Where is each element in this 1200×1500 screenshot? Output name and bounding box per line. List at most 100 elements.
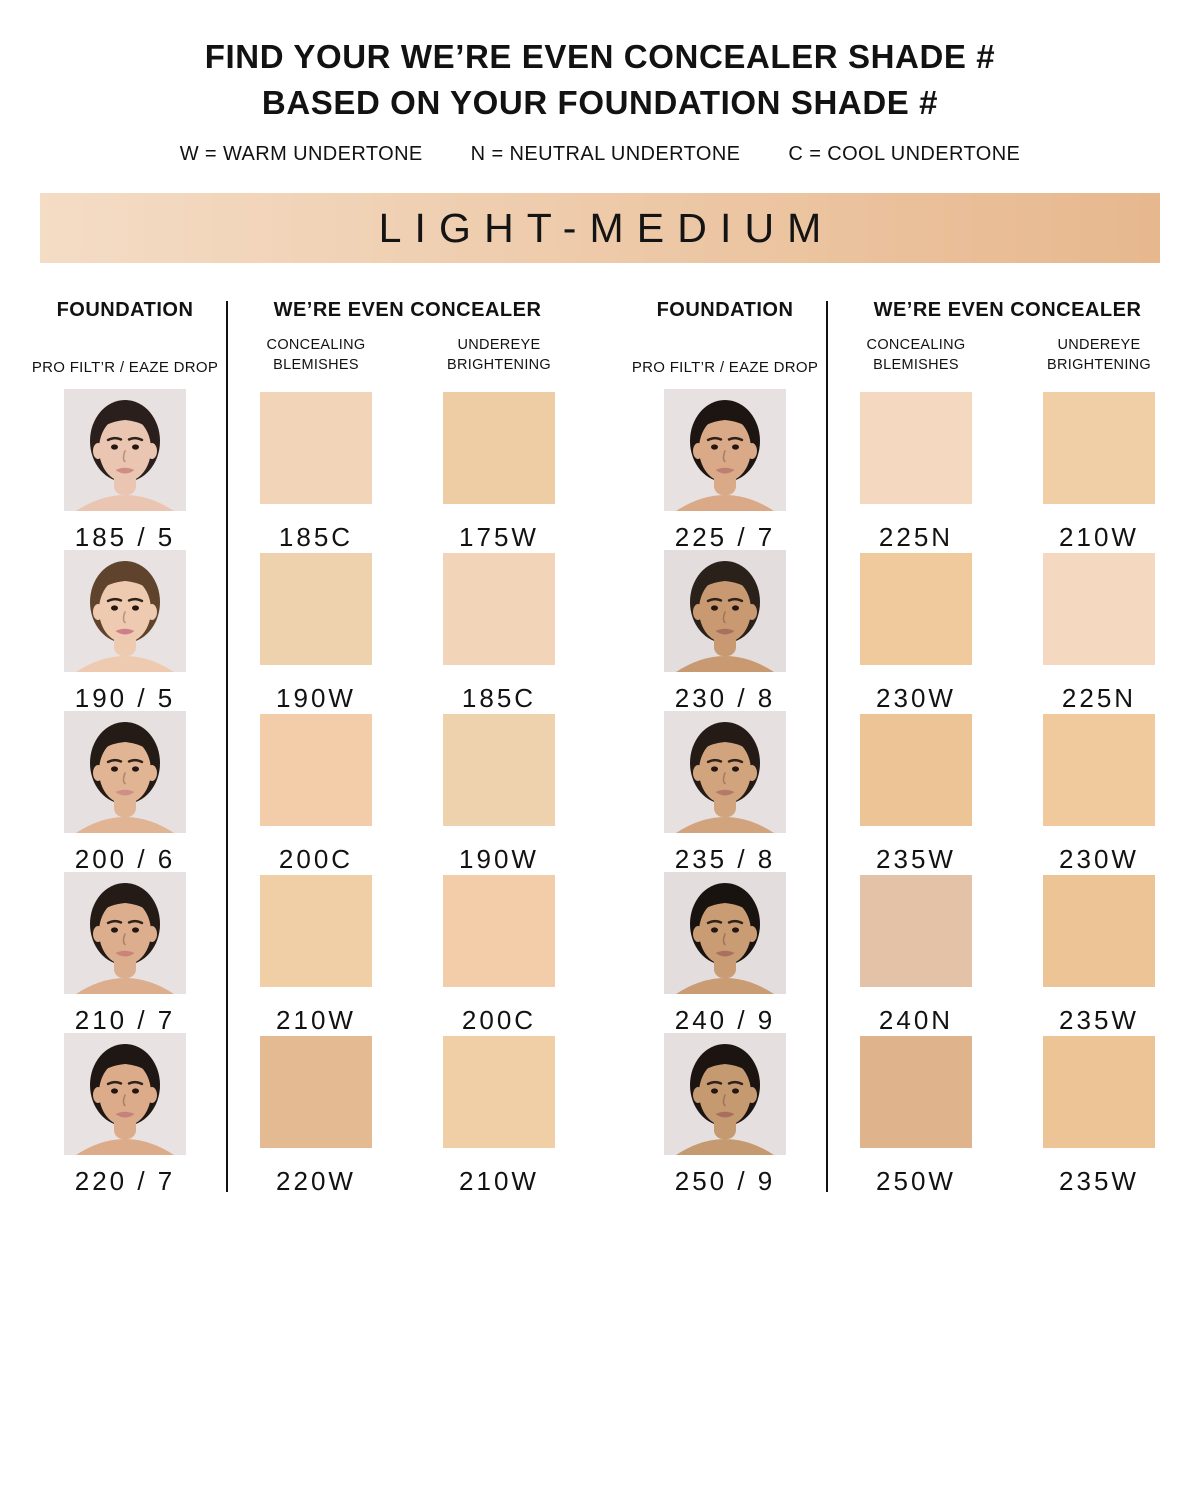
shade-match-group-left: FOUNDATION WE’RE EVEN CONCEALER PRO FILT…: [30, 299, 586, 1197]
shade-row: 250 / 9 250W 235W: [630, 1032, 1186, 1197]
undereye-shade-label: 175W: [459, 521, 539, 552]
blemish-swatch: [260, 713, 372, 826]
undereye-swatch: [1043, 874, 1155, 987]
blemish-cell: 230W: [829, 550, 1003, 714]
foundation-cell: 230 / 8: [630, 549, 820, 714]
undereye-cell: 235W: [1012, 872, 1186, 1036]
shade-row: 190 / 5 190W 185C: [30, 549, 586, 714]
shade-row: 210 / 7 210W 200C: [30, 871, 586, 1036]
shade-row: 235 / 8 235W 230W: [630, 710, 1186, 875]
blemish-shade-label: 230W: [876, 682, 956, 713]
blemish-cell: 225N: [829, 389, 1003, 553]
column-divider: [226, 301, 228, 1192]
blemish-shade-label: 190W: [276, 682, 356, 713]
foundation-product-subheader: PRO FILT’R / EAZE DROP: [31, 358, 219, 376]
blemish-cell: 190W: [229, 550, 403, 714]
undereye-column-subheader: UNDEREYE BRIGHTENING: [447, 337, 551, 373]
model-photo: [664, 549, 786, 672]
blemish-shade-label: 250W: [876, 1165, 956, 1196]
foundation-shade-label: 235 / 8: [674, 843, 776, 874]
group-left-headers: FOUNDATION WE’RE EVEN CONCEALER: [30, 299, 586, 322]
undereye-cell: 210W: [412, 1033, 586, 1197]
undereye-cell: 200C: [412, 872, 586, 1036]
undereye-swatch: [443, 713, 555, 826]
blemish-shade-label: 220W: [276, 1165, 356, 1196]
group-right-rows: 225 / 7 225N 210W: [630, 388, 1186, 1197]
foundation-cell: 250 / 9: [630, 1032, 820, 1197]
model-photo: [664, 388, 786, 511]
shade-row: 185 / 5 185C 175W: [30, 388, 586, 552]
foundation-product-subheader: PRO FILT’R / EAZE DROP: [631, 358, 819, 376]
undertone-legend: W = WARM UNDERTONE N = NEUTRAL UNDERTONE…: [0, 143, 1200, 166]
shade-row: 200 / 6 200C 190W: [30, 710, 586, 875]
blemish-shade-label: 200C: [278, 843, 354, 874]
page-title-line2: BASED ON YOUR FOUNDATION SHADE #: [261, 84, 939, 122]
concealer-column-header: WE’RE EVEN CONCEALER: [873, 299, 1142, 322]
undereye-shade-label: 225N: [1061, 682, 1137, 713]
blemish-swatch: [860, 874, 972, 987]
model-photo: [64, 710, 186, 833]
undereye-cell: 210W: [1012, 389, 1186, 553]
model-photo: [64, 1032, 186, 1155]
blemish-cell: 200C: [229, 711, 403, 875]
foundation-shade-label: 220 / 7: [74, 1165, 176, 1196]
undereye-swatch: [1043, 713, 1155, 826]
undereye-shade-label: 235W: [1059, 1165, 1139, 1196]
undereye-cell: 235W: [1012, 1033, 1186, 1197]
blemish-shade-label: 185C: [278, 521, 354, 552]
concealer-column-header: WE’RE EVEN CONCEALER: [273, 299, 542, 322]
blemish-column-subheader: CONCEALING BLEMISHES: [266, 337, 366, 373]
undereye-shade-label: 210W: [459, 1165, 539, 1196]
foundation-shade-label: 230 / 8: [674, 682, 776, 713]
foundation-cell: 225 / 7: [630, 388, 820, 553]
undereye-shade-label: 190W: [459, 843, 539, 874]
shade-category-banner: LIGHT-MEDIUM: [40, 193, 1160, 264]
model-photo: [64, 388, 186, 511]
shade-category-label: LIGHT-MEDIUM: [378, 204, 835, 251]
shade-row: 240 / 9 240N 235W: [630, 871, 1186, 1036]
blemish-cell: 240N: [829, 872, 1003, 1036]
shade-match-group-right: FOUNDATION WE’RE EVEN CONCEALER PRO FILT…: [630, 299, 1186, 1197]
model-photo: [64, 871, 186, 994]
foundation-cell: 240 / 9: [630, 871, 820, 1036]
legend-cool: C = COOL UNDERTONE: [788, 143, 1021, 166]
blemish-swatch: [860, 552, 972, 665]
model-photo: [664, 710, 786, 833]
undereye-cell: 190W: [412, 711, 586, 875]
blemish-swatch: [260, 552, 372, 665]
blemish-shade-label: 225N: [878, 521, 954, 552]
foundation-column-header: FOUNDATION: [656, 299, 794, 322]
blemish-swatch: [260, 874, 372, 987]
legend-neutral: N = NEUTRAL UNDERTONE: [470, 143, 741, 166]
model-photo: [64, 549, 186, 672]
undereye-cell: 230W: [1012, 711, 1186, 875]
blemish-shade-label: 240N: [878, 1004, 954, 1035]
blemish-cell: 250W: [829, 1033, 1003, 1197]
blemish-swatch: [860, 713, 972, 826]
foundation-cell: 210 / 7: [30, 871, 220, 1036]
undereye-shade-label: 185C: [461, 682, 537, 713]
foundation-cell: 235 / 8: [630, 710, 820, 875]
undereye-swatch: [1043, 552, 1155, 665]
undereye-shade-label: 200C: [461, 1004, 537, 1035]
legend-warm: W = WARM UNDERTONE: [179, 143, 423, 166]
undereye-swatch: [443, 552, 555, 665]
page-title-line1: FIND YOUR WE’RE EVEN CONCEALER SHADE #: [204, 38, 996, 75]
shade-row: 220 / 7 220W 210W: [30, 1032, 586, 1197]
foundation-shade-label: 185 / 5: [74, 521, 176, 552]
blemish-swatch: [260, 1035, 372, 1148]
foundation-cell: 220 / 7: [30, 1032, 220, 1197]
blemish-swatch: [860, 1035, 972, 1148]
blemish-column-subheader: CONCEALING BLEMISHES: [866, 337, 966, 373]
undereye-cell: 225N: [1012, 550, 1186, 714]
foundation-column-header: FOUNDATION: [56, 299, 194, 322]
undereye-shade-label: 235W: [1059, 1004, 1139, 1035]
foundation-shade-label: 240 / 9: [674, 1004, 776, 1035]
undereye-swatch: [443, 874, 555, 987]
foundation-shade-label: 200 / 6: [74, 843, 176, 874]
column-divider: [826, 301, 828, 1192]
blemish-swatch: [260, 391, 372, 504]
blemish-cell: 220W: [229, 1033, 403, 1197]
undereye-swatch: [1043, 391, 1155, 504]
undereye-swatch: [443, 391, 555, 504]
